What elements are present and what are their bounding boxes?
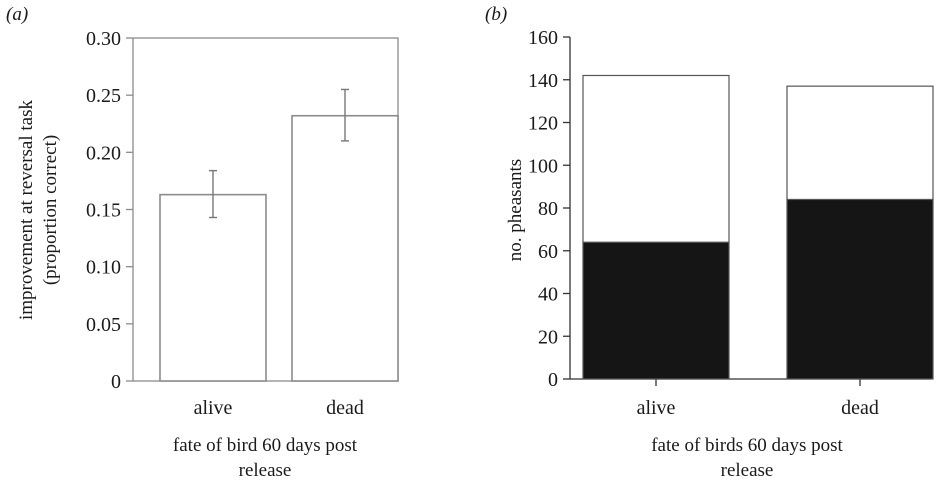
panel-b-ytick-label: 80 [538,198,558,220]
panel-b-bar-alive-segment-0 [582,241,730,380]
panel-b-ytick-label: 160 [528,27,558,49]
panel-a-plot: 0 0.05 0.10 0.15 0.20 0.25 0.30 alive dead [86,28,399,419]
panel-b-ytick-label: 0 [548,369,558,391]
panel-b-ytick-label: 20 [538,326,558,348]
panel-a-xtick-dead: dead [326,397,364,419]
panel-a-ylabel: improvement at reversal task (proportion… [16,100,61,321]
panel-b-ytick-label: 40 [538,284,558,306]
panel-b-ylabel: no. pheasants [505,159,526,261]
panel-a-bar-alive [159,193,267,382]
panel-b-ytick-label: 100 [528,155,558,177]
panel-a-bar-dead [291,114,399,382]
panel-a-ytick-label: 0 [111,371,121,393]
panel-b-ytick-label: 120 [528,113,558,135]
panel-a-ytick-label: 0.30 [86,28,121,50]
panel-b-xlabel-line1: fate of birds 60 days post [651,435,843,456]
panel-b: (b) no. pheasants 0 20 40 60 80 100 120 140 160 a… [485,4,934,481]
panel-b-bar-dead-segment-1 [786,85,934,201]
panel-b-ytick-label: 60 [538,241,558,263]
panel-b-xtick-alive: alive [637,397,676,419]
panel-a-xtick-alive: alive [194,397,233,419]
panel-b-ytick-label: 140 [528,70,558,92]
panel-b-bar-alive-segment-1 [582,74,730,243]
panel-a-ytick-label: 0.15 [86,200,121,222]
panel-a: (a) improvement at reversal task (propor… [6,4,399,481]
panel-a-ylabel-line1: improvement at reversal task [16,100,37,321]
panel-b-xlabel-line2: release [721,460,774,481]
panel-b-label: (b) [485,4,507,25]
panel-a-ytick-label: 0.05 [86,314,121,336]
panel-b-plot: 0 20 40 60 80 100 120 140 160 alive dead [528,27,934,419]
panel-a-ytick-label: 0.10 [86,257,121,279]
panel-a-ylabel-line2: (proportion correct) [40,135,61,285]
panel-a-ytick-label: 0.25 [86,85,121,107]
panel-b-bar-dead-segment-0 [786,198,934,380]
panel-a-ytick-label: 0.20 [86,142,121,164]
panel-a-label: (a) [6,4,28,25]
panel-a-xlabel-line2: release [239,460,292,481]
panel-a-xlabel-line1: fate of bird 60 days post [173,435,358,456]
panel-b-xtick-dead: dead [841,397,879,419]
